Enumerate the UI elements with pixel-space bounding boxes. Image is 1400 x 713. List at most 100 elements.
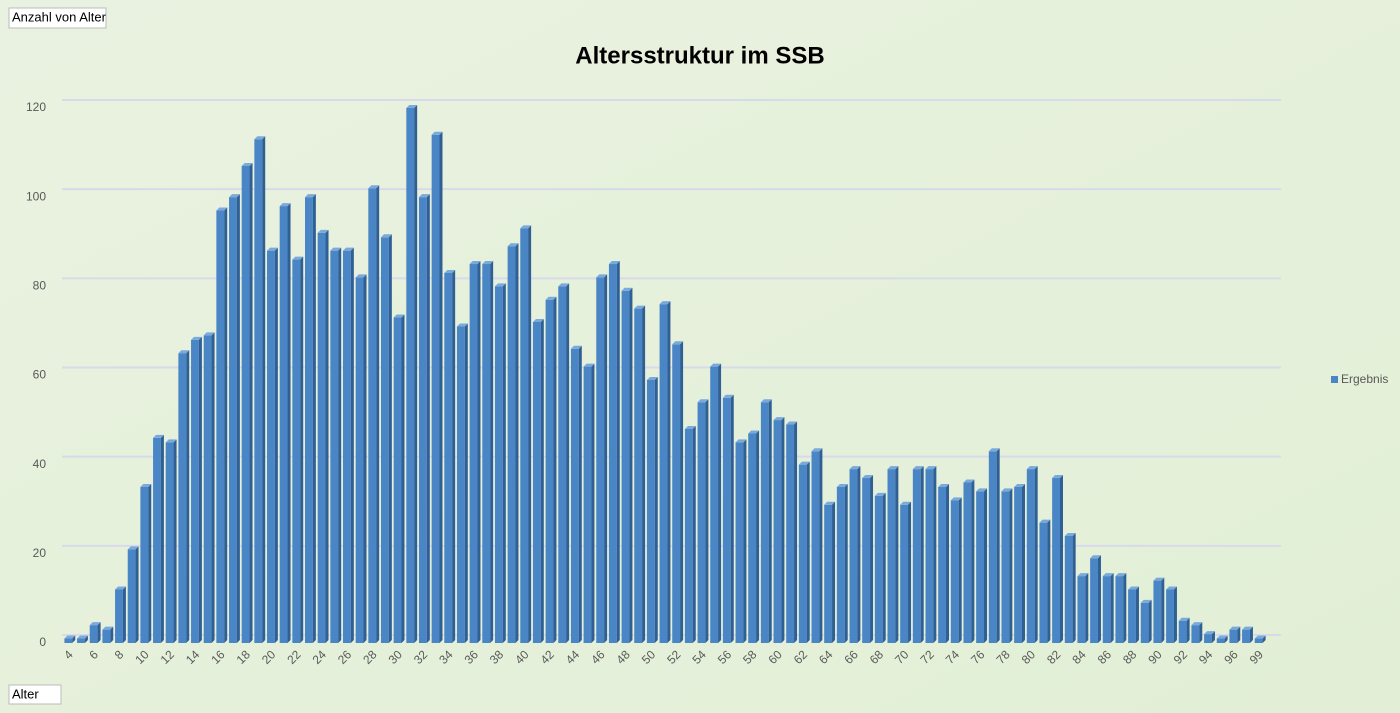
bar — [330, 250, 339, 643]
bar-side — [604, 274, 608, 643]
bar-side — [857, 466, 861, 643]
bar — [342, 250, 351, 643]
bar-side — [135, 546, 139, 643]
bar-top — [393, 314, 405, 318]
bar — [1064, 536, 1073, 643]
bar-top — [102, 626, 114, 630]
bar — [380, 237, 389, 643]
axis-field-button[interactable]: Alter — [12, 686, 39, 701]
bar-side — [1262, 635, 1266, 643]
bar — [418, 197, 427, 643]
bar — [634, 308, 643, 643]
bar-side — [414, 105, 418, 643]
bar-side — [110, 626, 114, 643]
bar-top — [153, 434, 164, 438]
bar — [950, 500, 959, 643]
bar-side — [908, 501, 912, 643]
bar-top — [355, 274, 367, 278]
bar-top — [1039, 519, 1051, 523]
bar-side — [1135, 586, 1139, 643]
bar-top — [305, 194, 316, 198]
bar-top — [634, 305, 646, 309]
bar-top — [988, 448, 1000, 452]
bar-side — [996, 448, 1000, 643]
bar-side — [287, 203, 291, 644]
bar-top — [798, 461, 810, 465]
bar — [444, 272, 453, 643]
bar-side — [262, 136, 266, 644]
bar — [659, 304, 668, 643]
bar — [760, 402, 769, 643]
bar — [545, 299, 554, 643]
bar-top — [760, 399, 772, 403]
bar — [1178, 620, 1187, 643]
bar-top — [748, 430, 760, 434]
bar — [102, 629, 111, 643]
bar-top — [77, 635, 88, 639]
bar-top — [608, 261, 620, 265]
bar-side — [249, 162, 253, 644]
bar — [1039, 522, 1048, 643]
bar — [393, 317, 402, 643]
bar — [292, 259, 301, 643]
bar — [722, 397, 731, 643]
bar — [77, 638, 85, 643]
bar-top — [178, 350, 190, 354]
bar-top — [1216, 635, 1228, 639]
bar-side — [1173, 586, 1177, 643]
bar — [1090, 558, 1098, 643]
bar — [406, 108, 415, 643]
bar-side — [730, 394, 734, 643]
bar-top — [279, 203, 291, 207]
bar-side — [806, 461, 810, 643]
bar — [1001, 491, 1010, 643]
bar — [608, 264, 617, 643]
bar-side — [1161, 577, 1165, 643]
bar-top — [570, 345, 582, 349]
bar-side — [832, 501, 836, 643]
bar — [1153, 580, 1162, 643]
bar-side — [1148, 599, 1152, 643]
bar — [254, 139, 263, 644]
bar-top — [1128, 586, 1139, 590]
bar — [1191, 625, 1200, 643]
value-field-button[interactable]: Anzahl von Alter — [12, 9, 107, 24]
bar-side — [1021, 483, 1025, 643]
bar-side — [1199, 622, 1203, 643]
bar-side — [629, 287, 633, 643]
bar — [140, 486, 149, 643]
bar-side — [756, 430, 760, 643]
bar-side — [426, 194, 430, 643]
bar-side — [692, 426, 696, 643]
axis-field-button-box[interactable] — [8, 684, 62, 705]
value-field-button-box[interactable] — [8, 7, 107, 29]
bar-top — [444, 269, 456, 273]
bar-side — [439, 131, 443, 643]
bar-side — [464, 323, 468, 643]
bar — [165, 442, 174, 643]
bar-side — [920, 466, 924, 643]
bar — [887, 469, 896, 643]
bar-top — [140, 483, 152, 487]
bar — [1026, 469, 1035, 643]
bar — [1128, 589, 1136, 643]
bar-top — [900, 501, 912, 505]
bar-side — [452, 269, 456, 643]
bar-top — [963, 479, 975, 483]
bar — [64, 638, 73, 643]
bar-top — [115, 586, 126, 590]
bar-top — [621, 287, 633, 291]
bar-side — [1249, 626, 1253, 643]
bar-side — [274, 247, 278, 643]
bar-side — [1224, 635, 1228, 643]
bar-side — [1186, 617, 1190, 643]
bar-top — [925, 466, 937, 470]
bar-top — [849, 466, 861, 470]
bar-top — [786, 421, 798, 425]
chart-title: Altersstruktur im SSB — [575, 42, 824, 69]
bar-side — [1047, 519, 1051, 643]
bar-top — [938, 483, 950, 487]
bar-side — [1085, 573, 1089, 643]
bar-side — [768, 399, 772, 643]
